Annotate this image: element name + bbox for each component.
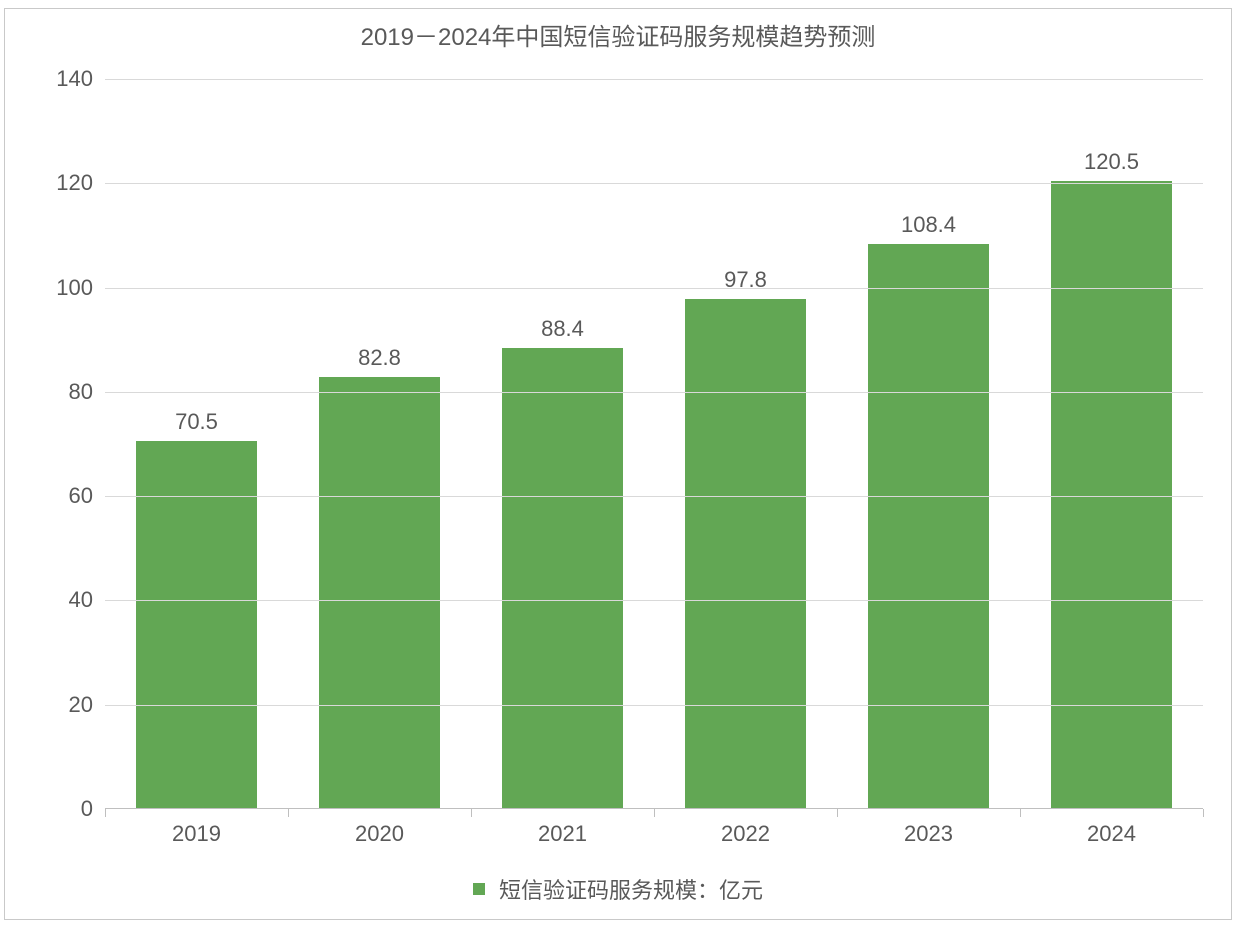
y-tick-label: 80 <box>69 379 105 405</box>
bar-slot: 120.52024 <box>1020 79 1203 809</box>
gridline <box>105 705 1203 706</box>
gridline <box>105 79 1203 80</box>
gridline <box>105 392 1203 393</box>
y-tick-label: 60 <box>69 483 105 509</box>
x-tick-mark <box>654 809 655 817</box>
bar-slot: 70.52019 <box>105 79 288 809</box>
bar <box>502 348 623 809</box>
y-tick-label: 100 <box>56 275 105 301</box>
chart-container: 2019－2024年中国短信验证码服务规模趋势预测 70.5201982.820… <box>0 0 1236 926</box>
x-tick-mark <box>105 809 106 817</box>
chart-frame: 2019－2024年中国短信验证码服务规模趋势预测 70.5201982.820… <box>4 8 1232 920</box>
legend-label: 短信验证码服务规模：亿元 <box>499 878 763 903</box>
bar-value-label: 97.8 <box>724 267 767 293</box>
x-tick-label: 2021 <box>538 821 587 847</box>
y-tick-label: 40 <box>69 587 105 613</box>
bar <box>1051 181 1172 809</box>
legend: 短信验证码服务规模：亿元 <box>5 873 1231 905</box>
x-tick-label: 2020 <box>355 821 404 847</box>
bar-value-label: 70.5 <box>175 409 218 435</box>
x-tick-mark <box>1203 809 1204 817</box>
x-tick-label: 2023 <box>904 821 953 847</box>
plot-area: 70.5201982.8202088.4202197.82022108.4202… <box>105 79 1203 809</box>
bar <box>868 244 989 809</box>
x-tick-mark <box>1020 809 1021 817</box>
gridline <box>105 288 1203 289</box>
bar-slot: 108.42023 <box>837 79 1020 809</box>
x-tick-label: 2024 <box>1087 821 1136 847</box>
chart-title: 2019－2024年中国短信验证码服务规模趋势预测 <box>5 9 1231 52</box>
y-tick-label: 20 <box>69 692 105 718</box>
bar <box>319 377 440 809</box>
bar <box>685 299 806 809</box>
bar-value-label: 88.4 <box>541 316 584 342</box>
x-tick-label: 2022 <box>721 821 770 847</box>
bar-slot: 88.42021 <box>471 79 654 809</box>
x-tick-mark <box>471 809 472 817</box>
bars-group: 70.5201982.8202088.4202197.82022108.4202… <box>105 79 1203 809</box>
bar-value-label: 120.5 <box>1084 149 1139 175</box>
y-tick-label: 140 <box>56 66 105 92</box>
y-tick-label: 0 <box>81 796 105 822</box>
x-tick-mark <box>837 809 838 817</box>
gridline <box>105 600 1203 601</box>
bar-value-label: 108.4 <box>901 212 956 238</box>
gridline <box>105 496 1203 497</box>
gridline <box>105 183 1203 184</box>
bar-slot: 82.82020 <box>288 79 471 809</box>
bar-slot: 97.82022 <box>654 79 837 809</box>
y-tick-label: 120 <box>56 170 105 196</box>
x-tick-label: 2019 <box>172 821 221 847</box>
legend-swatch <box>473 883 485 895</box>
bar-value-label: 82.8 <box>358 345 401 371</box>
x-tick-mark <box>288 809 289 817</box>
